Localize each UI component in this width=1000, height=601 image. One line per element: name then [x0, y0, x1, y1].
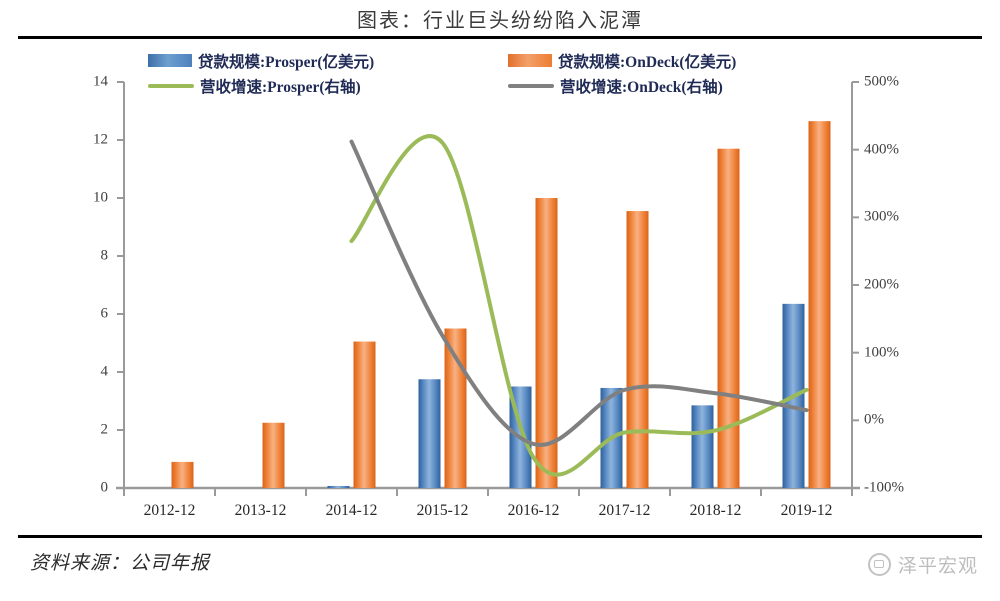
legend-item-ondeck-loans[interactable]: 贷款规模:OnDeck(亿美元) [508, 50, 868, 72]
bar [353, 341, 376, 488]
x-axis-tick-label: 2017-12 [598, 502, 651, 519]
legend-label: 营收增速:Prosper(右轴) [200, 78, 361, 96]
y2-axis-tick-label: 100% [864, 344, 899, 361]
divider-top [18, 36, 982, 39]
chart-canvas [116, 81, 860, 496]
bar [418, 379, 441, 488]
y2-axis-tick-label: 500% [864, 73, 899, 90]
bars-layer [171, 121, 831, 489]
legend-item-ondeck-growth[interactable]: 营收增速:OnDeck(右轴) [508, 75, 868, 97]
divider-bottom [18, 535, 982, 538]
bar [171, 461, 194, 488]
y-axis-tick-label: 8 [100, 247, 109, 264]
legend-item-prosper-growth[interactable]: 营收增速:Prosper(右轴) [148, 75, 508, 97]
legend-label: 贷款规模:OnDeck(亿美元) [558, 53, 737, 71]
bar [626, 211, 649, 489]
page-title: 图表：行业巨头纷纷陷入泥潭 [357, 7, 643, 32]
line-series [349, 139, 809, 447]
legend-label: 贷款规模:Prosper(亿美元) [198, 53, 375, 71]
y2-axis-tick-label: 300% [864, 208, 899, 225]
legend-swatch-bar-icon [148, 54, 192, 67]
y2-axis-tick-label: -100% [864, 479, 904, 496]
legend-row-1: 贷款规模:Prosper(亿美元) 贷款规模:OnDeck(亿美元) [148, 48, 868, 73]
y-axis-tick-label: 12 [93, 131, 108, 148]
plot-area: 贷款规模:Prosper(亿美元) 贷款规模:OnDeck(亿美元) 营收增速:… [0, 40, 1000, 533]
bar [262, 422, 285, 488]
legend-swatch-line-icon [508, 83, 554, 88]
legend-item-prosper-loans[interactable]: 贷款规模:Prosper(亿美元) [148, 50, 508, 72]
legend-row-2: 营收增速:Prosper(右轴) 营收增速:OnDeck(右轴) [148, 73, 868, 98]
wechat-account-icon [867, 553, 891, 576]
x-axis-tick-label: 2018-12 [689, 502, 742, 519]
bar [327, 485, 350, 488]
legend-swatch-bar-icon [508, 54, 552, 67]
y-axis-tick-label: 0 [100, 479, 109, 496]
y2-axis-tick-label: 200% [864, 276, 899, 293]
chart-legend: 贷款规模:Prosper(亿美元) 贷款规模:OnDeck(亿美元) 营收增速:… [148, 48, 868, 98]
x-axis-tick-label: 2019-12 [780, 502, 833, 519]
x-axis-tick-label: 2013-12 [234, 502, 287, 519]
y2-axis-tick-label: 400% [864, 141, 899, 158]
bar [535, 198, 558, 488]
source-note: 资料来源：公司年报 [30, 552, 211, 574]
y2-axis-tick-label: 0% [864, 411, 884, 428]
legend-label: 营收增速:OnDeck(右轴) [560, 78, 723, 96]
x-axis-tick-label: 2015-12 [416, 502, 469, 519]
bar [717, 148, 740, 488]
x-axis-tick-label: 2012-12 [143, 502, 196, 519]
bar [808, 121, 831, 489]
y-axis-tick-label: 2 [100, 421, 109, 438]
bar [691, 405, 714, 488]
y-axis-tick-label: 10 [93, 189, 108, 206]
x-axis-tick-label: 2016-12 [507, 502, 560, 519]
watermark-label: 泽平宏观 [897, 555, 978, 577]
y-axis-tick-label: 6 [100, 305, 109, 322]
line-series [349, 134, 809, 477]
lines-layer [349, 134, 809, 477]
watermark: 泽平宏观 [867, 551, 978, 578]
x-axis-tick-label: 2014-12 [325, 502, 378, 519]
legend-swatch-line-icon [148, 83, 194, 88]
chart-title-band: 图表：行业巨头纷纷陷入泥潭 [0, 0, 1000, 36]
y-axis-tick-label: 14 [93, 73, 108, 90]
y-axis-tick-label: 4 [100, 363, 109, 380]
bar [444, 328, 467, 488]
